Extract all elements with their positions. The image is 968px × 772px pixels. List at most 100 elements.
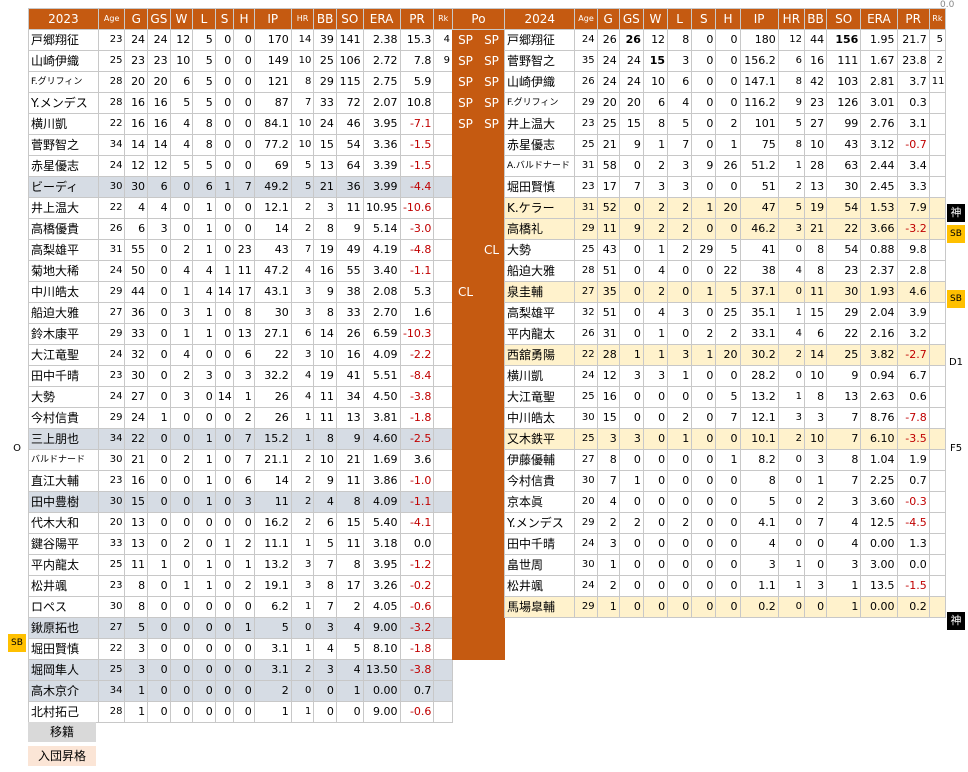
stat-w: 0 [169,680,194,702]
stat-rk [928,218,947,240]
stat-ip: 16.2 [253,512,292,534]
stat-hr: 12 [777,29,805,51]
stat-w: 0 [642,386,669,408]
position-cell [452,197,479,219]
stat-pr: 0.7 [399,680,435,702]
player-name: 菅野智之 [28,134,99,156]
stat-h: 0 [233,596,255,618]
stat-w: 0 [642,575,669,597]
stat-era: 0.00 [860,596,898,618]
stat-age: 30 [574,470,598,492]
stat-g: 24 [124,29,149,51]
stat-hr: 1 [290,638,315,660]
stat-rk [928,491,947,513]
stat-ip: 3.1 [253,638,292,660]
stat-s: 0 [214,239,235,261]
player-row: 赤星優志 24 12 12 5 5 0 0 69 5 13 64 3.39 -1.5 [28,155,453,177]
stat-bb: 3 [803,449,828,471]
stat-era: 2.75 [362,71,401,93]
stat-g: 50 [124,260,149,282]
stat-era: 1.69 [362,449,401,471]
position-cell [452,470,479,492]
stat-so: 64 [335,155,364,177]
stat-l: 0 [667,449,693,471]
stat-ip: 8 [739,470,779,492]
stat-bb: 23 [803,92,828,114]
stat-gs: 0 [147,575,171,597]
position-row [452,155,505,177]
stat-h: 0 [715,176,741,198]
stat-s: 0 [214,470,235,492]
position-cell [478,260,505,282]
stat-gs: 23 [147,50,171,72]
stat-ip: 43.1 [253,281,292,303]
stat-s: 1 [214,176,235,198]
position-row [452,428,505,450]
stat-w: 1 [169,323,194,345]
stat-w: 1 [642,344,669,366]
stat-era: 2.37 [860,260,898,282]
stat-h: 0 [233,197,255,219]
stat-g: 23 [124,50,149,72]
position-cell [478,575,505,597]
stat-age: 24 [574,29,598,51]
player-row: 田中豊樹 30 15 0 0 1 0 3 11 2 4 8 4.09 -1.1 [28,491,453,513]
stat-gs: 0 [147,596,171,618]
stat-h: 5 [715,239,741,261]
stat-ip: 13.2 [253,554,292,576]
position-row [452,491,505,513]
player-name: 松井颯 [503,575,576,597]
stat-pr: -1.1 [399,491,435,513]
stat-g: 1 [124,701,149,723]
stat-bb: 10 [803,428,828,450]
stat-h: 20 [715,344,741,366]
stat-era: 1.93 [860,281,898,303]
stat-pr: -0.2 [399,575,435,597]
position-cell [478,596,505,618]
stat-g: 2 [596,575,620,597]
stat-ip: 46.2 [739,218,779,240]
stat-so: 106 [335,50,364,72]
player-row: 北村拓己 28 1 0 0 0 0 0 1 1 0 0 9.00 -0.6 [28,701,453,723]
stat-g: 8 [596,449,620,471]
stat-h: 6 [233,470,255,492]
stat-hr: 1 [290,596,315,618]
stat-ip: 21.1 [253,449,292,471]
stat-h: 0 [233,680,255,702]
player-name: 今村信貴 [28,407,99,429]
position-cell [452,449,479,471]
stat-w: 2 [642,281,669,303]
player-row: F.グリフィン 29 20 20 6 4 0 0 116.2 9 23 126 3.01 0.3 [503,92,947,114]
stat-age: 26 [97,218,126,240]
stat-hr: 5 [290,176,315,198]
stat-age: 27 [574,281,598,303]
stat-rk [928,449,947,471]
stat-rk [433,197,453,219]
stat-w: 0 [642,554,669,576]
stat-g: 11 [124,554,149,576]
stat-so: 0 [335,701,364,723]
player-row: A.バルドナード 31 58 0 2 3 9 26 51.2 1 28 63 2.44 3.4 [503,155,947,177]
stat-ip: 11 [253,491,292,513]
stat-w: 4 [169,344,194,366]
stat-s: 0 [214,365,235,387]
stat-l: 1 [192,239,216,261]
stat-bb: 8 [803,239,828,261]
stat-so: 2 [335,596,364,618]
stat-h: 0 [715,428,741,450]
position-cell [478,428,505,450]
position-row [452,449,505,471]
stat-rk [433,596,453,618]
stat-w: 1 [169,281,194,303]
stat-rk [433,92,453,114]
stat-era: 2.38 [362,29,401,51]
stat-ip: 101 [739,113,779,135]
stat-hr: 4 [290,365,315,387]
player-name: 堀田賢慎 [503,176,576,198]
stat-hr: 2 [290,449,315,471]
stat-era: 8.10 [362,638,401,660]
stat-era: 2.81 [860,71,898,93]
stat-age: 24 [97,386,126,408]
player-row: ビーディ 30 30 6 0 6 1 7 49.2 5 21 36 3.99 -4.4 [28,176,453,198]
stat-gs: 16 [147,113,171,135]
